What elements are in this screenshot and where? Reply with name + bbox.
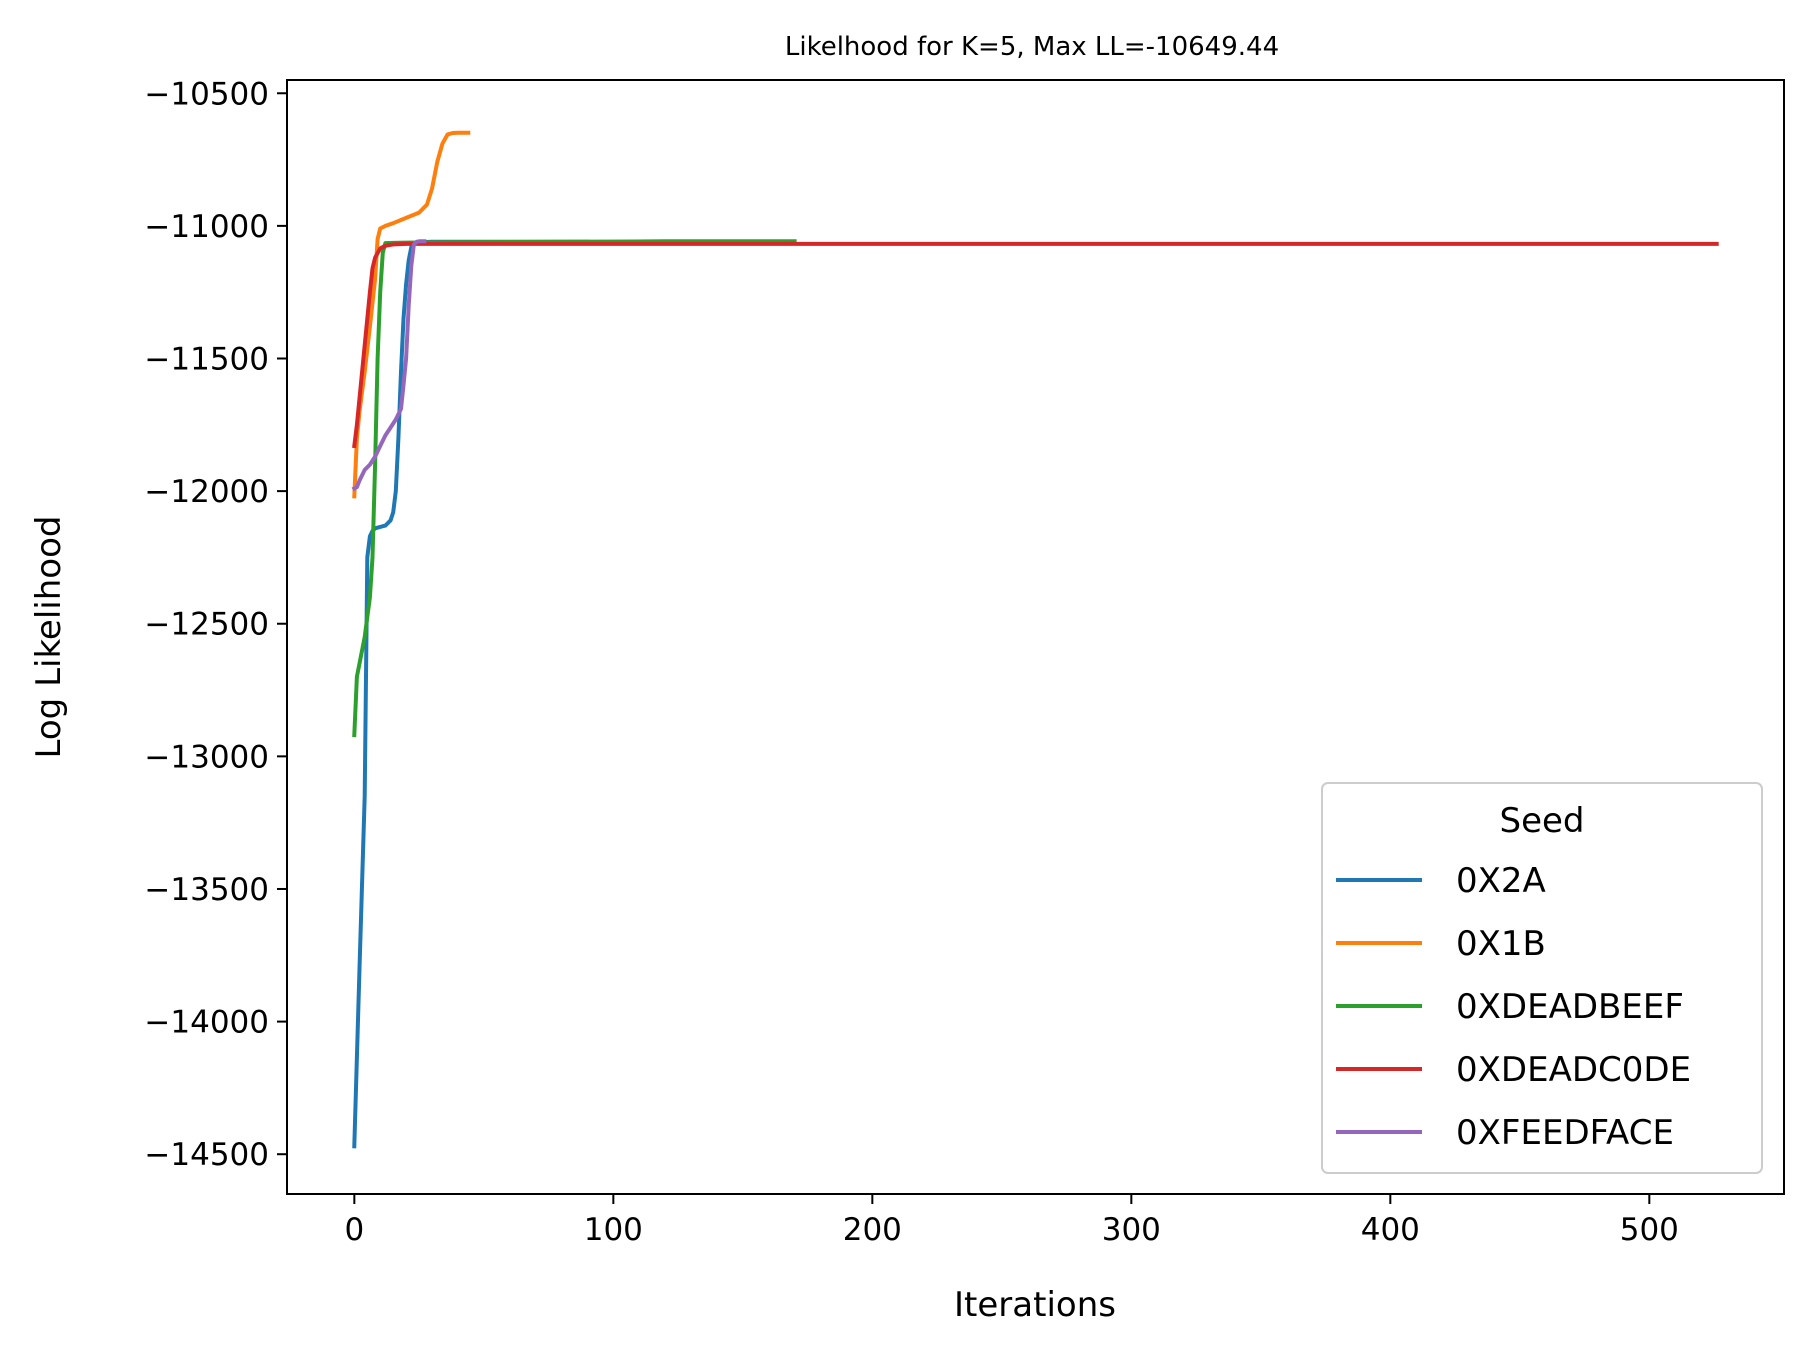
y-tick-label: −14500 xyxy=(144,1137,269,1173)
legend-label-2: 0XDEADBEEF xyxy=(1456,987,1684,1027)
y-tick-label: −13000 xyxy=(144,739,269,775)
x-tick-label: 500 xyxy=(1620,1212,1679,1248)
legend-title: Seed xyxy=(1500,801,1585,841)
x-axis: 0 100 200 300 400 500 xyxy=(344,1194,1679,1248)
series-line-0 xyxy=(352,239,590,1149)
y-tick-label: −10500 xyxy=(144,76,269,112)
y-tick-label: −11000 xyxy=(144,209,269,245)
legend-frame xyxy=(1321,782,1763,1174)
x-axis-title: Iterations xyxy=(954,1285,1116,1325)
x-tick-label: 200 xyxy=(843,1212,902,1248)
x-tick-label: 300 xyxy=(1102,1212,1161,1248)
legend-items: 0X2A 0X1B 0XDEADBEEF 0XDEADC0DE 0XFEEDFACE xyxy=(1336,861,1691,1153)
series-line-3 xyxy=(352,241,1719,449)
series-line-4 xyxy=(351,239,427,492)
legend-label-1: 0X1B xyxy=(1456,924,1546,964)
y-tick-label: −11500 xyxy=(144,342,269,378)
plot-frame xyxy=(286,79,1785,1195)
x-tick-label: 100 xyxy=(584,1212,643,1248)
y-axis-title: Log Likelihood xyxy=(29,516,69,759)
y-tick-label: −12000 xyxy=(144,474,269,510)
series-line-1 xyxy=(352,130,471,499)
series-line-2 xyxy=(352,239,797,738)
y-tick-label: −12500 xyxy=(144,607,269,643)
series-layer xyxy=(351,130,1719,1149)
legend-label-3: 0XDEADC0DE xyxy=(1456,1050,1691,1090)
y-tick-label: −13500 xyxy=(144,872,269,908)
y-axis: −10500 −11000 −11500 −12000 −12500 −13000 −135… xyxy=(144,76,287,1173)
legend-label-0: 0X2A xyxy=(1456,861,1546,901)
legend: Seed 0X2A 0X1B 0XDEADBEEF 0XDEADC0DE 0XFEEDF… xyxy=(1321,782,1763,1174)
x-tick-label: 0 xyxy=(344,1212,364,1248)
y-tick-label: −14000 xyxy=(144,1005,269,1041)
legend-label-4: 0XFEEDFACE xyxy=(1456,1113,1674,1153)
chart-title: Likelhood for K=5, Max LL=-10649.44 xyxy=(785,32,1279,62)
x-tick-label: 400 xyxy=(1361,1212,1420,1248)
